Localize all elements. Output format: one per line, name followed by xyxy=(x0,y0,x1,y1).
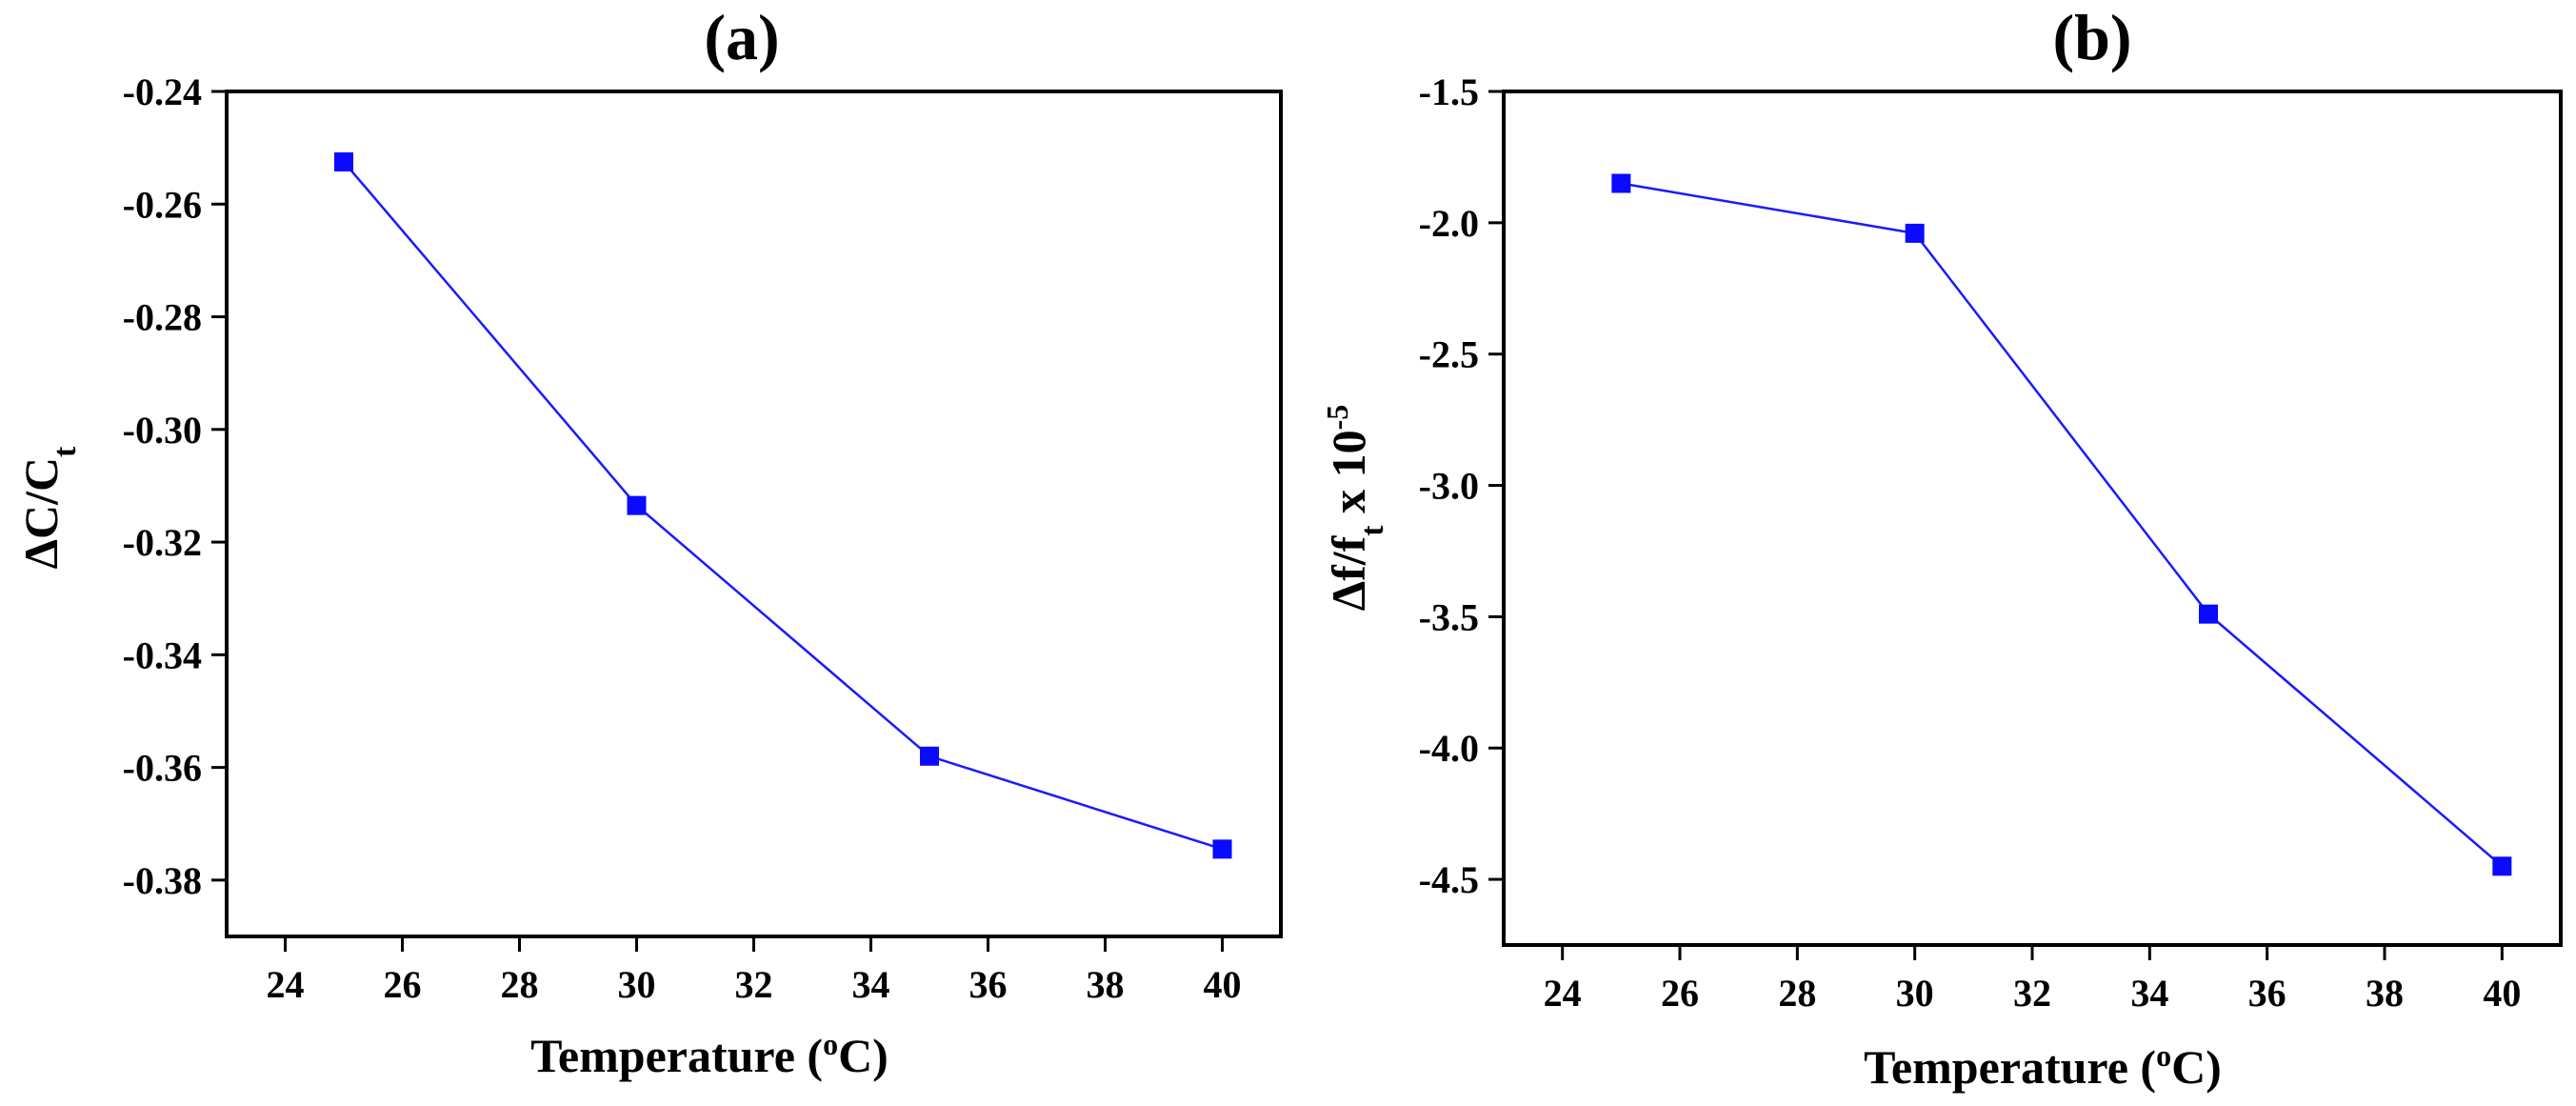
chart-a-xlabel: Temperature (oC) xyxy=(530,1027,889,1082)
chart-a-xtick-label: 34 xyxy=(852,963,890,1006)
chart-a-xtick-label: 40 xyxy=(1204,963,1242,1006)
chart-a-frame xyxy=(225,90,1283,938)
chart-a-ytick-label: -0.38 xyxy=(123,859,202,902)
chart-a-xtick-label: 32 xyxy=(735,963,773,1006)
chart-b-yticks: -1.5 -2.0 -2.5 -3.0 -3.5 -4.0 -4.5 xyxy=(1419,70,1504,901)
chart-b-ylabel: Δf/ft x 10-5 xyxy=(1320,405,1390,612)
chart-b-point xyxy=(1611,173,1631,193)
chart-a-ytick-label: -0.28 xyxy=(123,296,202,339)
chart-a-xtick-label: 24 xyxy=(267,963,305,1006)
chart-a-xtick-label: 26 xyxy=(384,963,422,1006)
chart-b-ytick-label: -4.5 xyxy=(1419,858,1479,901)
chart-a-yticks: -0.24 -0.26 -0.28 -0.30 -0.32 -0.34 -0.36 -0.38 xyxy=(123,70,227,902)
chart-b-xtick-label: 32 xyxy=(2013,972,2051,1015)
chart-b-series-line xyxy=(1621,182,2504,868)
chart-a-title: (a) xyxy=(704,1,779,73)
chart-b-xtick-label: 30 xyxy=(1896,972,1934,1015)
chart-a-point xyxy=(627,495,647,515)
chart-b-ytick-label: -3.5 xyxy=(1419,595,1479,638)
chart-b-xtick-label: 26 xyxy=(1661,972,1699,1015)
chart-b-xtick-label: 40 xyxy=(2483,972,2521,1015)
chart-b-ytick-label: -4.0 xyxy=(1419,727,1479,770)
chart-b-ytick-label: -3.0 xyxy=(1419,465,1479,508)
chart-b-ytick-label: -2.0 xyxy=(1419,202,1479,245)
chart-b-xticks: 24 26 28 30 32 34 36 38 40 xyxy=(1544,945,2521,1015)
chart-b-xtick-label: 24 xyxy=(1544,972,1582,1015)
chart-a: (a) ΔC/Ct Temperature (oC) 24 26 28 30 32 34 3… xyxy=(14,1,1283,1082)
chart-a-ytick-label: -0.24 xyxy=(123,70,202,113)
chart-a-plot xyxy=(334,151,1232,859)
chart-b: (b) Δf/ft x 10-5 Temperature (oC) 24 26 28… xyxy=(1320,1,2563,1094)
chart-b-plot xyxy=(1611,173,2512,876)
chart-b-xtick-label: 38 xyxy=(2366,972,2404,1015)
chart-a-ytick-label: -0.30 xyxy=(123,409,202,452)
chart-b-xtick-label: 36 xyxy=(2248,972,2286,1015)
chart-b-ytick-label: -2.5 xyxy=(1419,333,1479,376)
chart-a-ytick-label: -0.32 xyxy=(123,521,202,564)
chart-a-point xyxy=(1212,839,1232,859)
chart-b-frame xyxy=(1502,90,2563,947)
chart-a-ytick-label: -0.26 xyxy=(123,183,202,226)
chart-a-xticks: 24 26 28 30 32 34 36 38 40 xyxy=(267,936,1242,1006)
chart-a-xtick-label: 28 xyxy=(501,963,539,1006)
chart-b-xtick-label: 34 xyxy=(2130,972,2168,1015)
chart-b-xlabel: Temperature (oC) xyxy=(1864,1038,2222,1094)
chart-a-xtick-label: 36 xyxy=(969,963,1008,1006)
chart-a-xtick-label: 30 xyxy=(618,963,656,1006)
chart-a-ytick-label: -0.36 xyxy=(123,747,202,790)
chart-a-series-line xyxy=(343,161,1223,851)
chart-a-xtick-label: 38 xyxy=(1087,963,1125,1006)
chart-b-ytick-label: -1.5 xyxy=(1419,70,1479,113)
chart-b-title: (b) xyxy=(2052,1,2131,73)
chart-b-xtick-label: 28 xyxy=(1778,972,1816,1015)
chart-b-point xyxy=(2199,604,2218,624)
chart-a-point xyxy=(334,151,353,171)
chart-a-ytick-label: -0.34 xyxy=(123,633,202,676)
chart-b-point xyxy=(2492,856,2512,876)
chart-a-point xyxy=(920,746,939,766)
chart-a-ylabel: ΔC/Ct xyxy=(14,446,83,569)
chart-b-point xyxy=(1905,223,1925,243)
